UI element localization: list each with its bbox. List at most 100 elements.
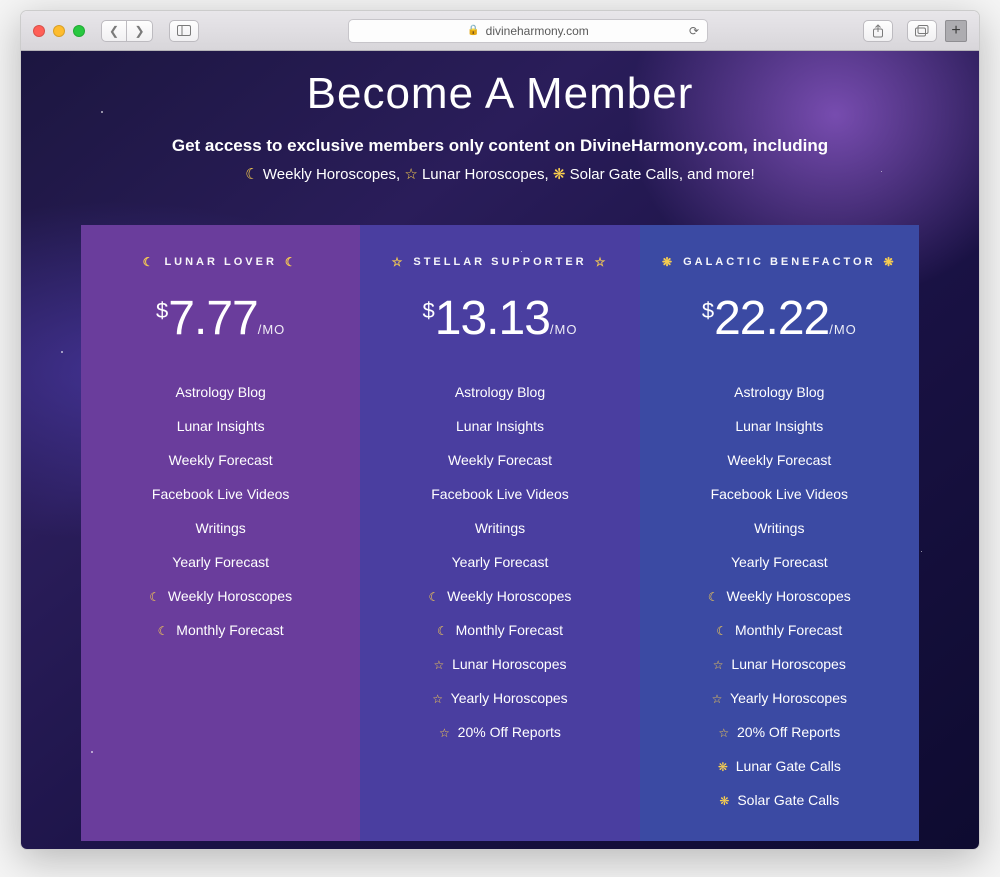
feature-item: Lunar Insights <box>658 409 901 443</box>
price-value: 22.22 <box>714 292 829 345</box>
pricing-tiers: ☾ Lunar Lover ☾ $7.77/MO Astrology Blog Lun… <box>81 225 919 841</box>
pricing-tier[interactable]: ❋Galactic Benefactor❋$22.22/MO Astrology… <box>640 225 919 841</box>
pricing-tier[interactable]: ☆ Stellar Supporter ☆ $13.13/MO Astrology B… <box>360 225 639 841</box>
feature-text: Lunar Insights <box>456 418 544 434</box>
tier-title: ☾ Lunar Lover ☾ <box>99 255 342 269</box>
share-button[interactable] <box>863 20 893 42</box>
feature-text: Yearly Forecast <box>731 554 828 570</box>
pricing-tier[interactable]: ☾ Lunar Lover ☾ $7.77/MO Astrology Blog Lun… <box>81 225 360 841</box>
forward-button[interactable]: ❯ <box>127 20 153 42</box>
feature-text: Weekly Horoscopes <box>443 588 571 604</box>
feature-text: Lunar Gate Calls <box>732 758 841 774</box>
tier-name: Lunar Lover <box>164 256 276 268</box>
feature-text: 20% Off Reports <box>733 724 840 740</box>
moon-icon: ☾ <box>143 255 157 269</box>
hero-subtitle: Get access to exclusive members only con… <box>61 133 939 159</box>
hero: Become A Member Get access to exclusive … <box>21 51 979 189</box>
new-tab-button[interactable]: + <box>945 20 967 42</box>
feature-text: Facebook Live Videos <box>152 486 290 502</box>
feature-item: Yearly Forecast <box>658 545 901 579</box>
page-title: Become A Member <box>61 69 939 119</box>
feature-list: Astrology Blog Lunar Insights Weekly For… <box>99 375 342 647</box>
feature-item: Astrology Blog <box>658 375 901 409</box>
feature-item: ☾ Weekly Horoscopes <box>378 579 621 613</box>
feature-item: Facebook Live Videos <box>658 477 901 511</box>
address-bar[interactable]: 🔒 divineharmony.com ⟳ <box>348 19 708 43</box>
hero-bullet-text: Lunar Horoscopes, <box>422 166 553 183</box>
star-icon: ☆ <box>433 658 444 672</box>
sun-icon: ❋ <box>718 760 728 774</box>
feature-text: Weekly Horoscopes <box>723 588 851 604</box>
feature-item: ☆ 20% Off Reports <box>378 715 621 749</box>
currency: $ <box>423 298 435 323</box>
moon-icon: ☾ <box>708 590 719 604</box>
currency: $ <box>702 298 714 323</box>
star-icon: ☆ <box>712 692 723 706</box>
star-icon: ☆ <box>404 166 422 183</box>
moon-icon: ☾ <box>158 624 169 638</box>
tabs-button[interactable] <box>907 20 937 42</box>
star-icon: ☆ <box>595 255 609 269</box>
tier-price: $7.77/MO <box>99 295 342 343</box>
sun-icon: ❋ <box>553 166 570 183</box>
sun-icon: ❋ <box>719 794 729 808</box>
star-icon: ☆ <box>713 658 724 672</box>
url-text: divineharmony.com <box>486 24 589 38</box>
hero-bullets: ☾ Weekly Horoscopes, ☆ Lunar Horoscopes,… <box>61 165 939 183</box>
feature-text: Yearly Forecast <box>172 554 269 570</box>
feature-item: ☆ 20% Off Reports <box>658 715 901 749</box>
feature-item: Facebook Live Videos <box>99 477 342 511</box>
feature-text: Writings <box>475 520 525 536</box>
feature-item: ☾ Monthly Forecast <box>378 613 621 647</box>
tier-title: ❋Galactic Benefactor❋ <box>658 255 901 269</box>
feature-text: Astrology Blog <box>734 384 824 400</box>
feature-item: Weekly Forecast <box>378 443 621 477</box>
moon-icon: ☾ <box>285 255 299 269</box>
feature-text: Astrology Blog <box>455 384 545 400</box>
reload-icon[interactable]: ⟳ <box>689 24 699 38</box>
feature-item: ☾ Monthly Forecast <box>658 613 901 647</box>
tier-name: Galactic Benefactor <box>683 256 875 268</box>
moon-icon: ☾ <box>429 590 440 604</box>
sidebar-button[interactable] <box>169 20 199 42</box>
star-icon: ☆ <box>432 692 443 706</box>
feature-item: ☾ Weekly Horoscopes <box>99 579 342 613</box>
feature-text: Weekly Forecast <box>448 452 552 468</box>
tier-name: Stellar Supporter <box>413 256 586 268</box>
feature-text: Weekly Forecast <box>169 452 273 468</box>
traffic-lights <box>33 25 85 37</box>
feature-item: ☾ Weekly Horoscopes <box>658 579 901 613</box>
back-button[interactable]: ❮ <box>101 20 127 42</box>
star-icon: ☆ <box>439 726 450 740</box>
feature-item: ☆ Lunar Horoscopes <box>658 647 901 681</box>
star-icon: ☆ <box>392 255 406 269</box>
titlebar: ❮ ❯ 🔒 divineharmony.com ⟳ + <box>21 11 979 51</box>
price-period: /MO <box>258 322 286 337</box>
close-icon[interactable] <box>33 25 45 37</box>
feature-text: Astrology Blog <box>176 384 266 400</box>
minimize-icon[interactable] <box>53 25 65 37</box>
feature-item: ❋ Solar Gate Calls <box>658 783 901 817</box>
zoom-icon[interactable] <box>73 25 85 37</box>
feature-item: Facebook Live Videos <box>378 477 621 511</box>
feature-text: Solar Gate Calls <box>733 792 839 808</box>
price-period: /MO <box>550 322 578 337</box>
feature-item: Weekly Forecast <box>99 443 342 477</box>
feature-text: Monthly Forecast <box>731 622 842 638</box>
feature-list: Astrology Blog Lunar Insights Weekly For… <box>658 375 901 817</box>
feature-item: ☾ Monthly Forecast <box>99 613 342 647</box>
feature-text: Writings <box>196 520 246 536</box>
feature-item: Lunar Insights <box>99 409 342 443</box>
feature-text: Monthly Forecast <box>172 622 283 638</box>
nav-back-forward: ❮ ❯ <box>101 20 153 42</box>
feature-item: Astrology Blog <box>99 375 342 409</box>
tier-title: ☆ Stellar Supporter ☆ <box>378 255 621 269</box>
lock-icon: 🔒 <box>467 25 479 36</box>
feature-text: Monthly Forecast <box>452 622 563 638</box>
moon-icon: ☾ <box>716 624 727 638</box>
sun-icon: ❋ <box>884 255 897 269</box>
tier-price: $13.13/MO <box>378 295 621 343</box>
feature-text: Weekly Horoscopes <box>164 588 292 604</box>
feature-text: Lunar Insights <box>735 418 823 434</box>
feature-text: Facebook Live Videos <box>431 486 569 502</box>
